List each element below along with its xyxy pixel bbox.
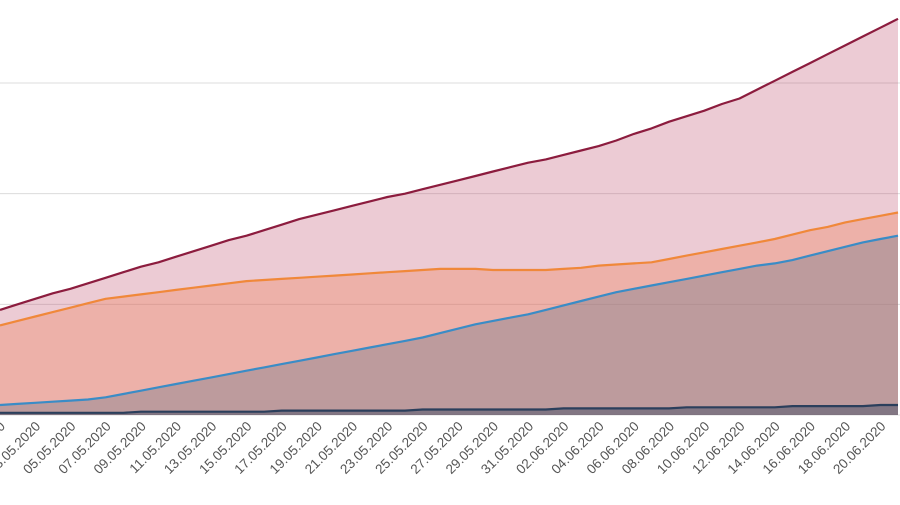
series-line [0,17,899,311]
area-fill [0,235,898,415]
series-line [0,403,898,414]
series-line [0,234,899,407]
area-fill [0,18,898,416]
area-fill [0,212,898,415]
series-line [0,211,899,327]
